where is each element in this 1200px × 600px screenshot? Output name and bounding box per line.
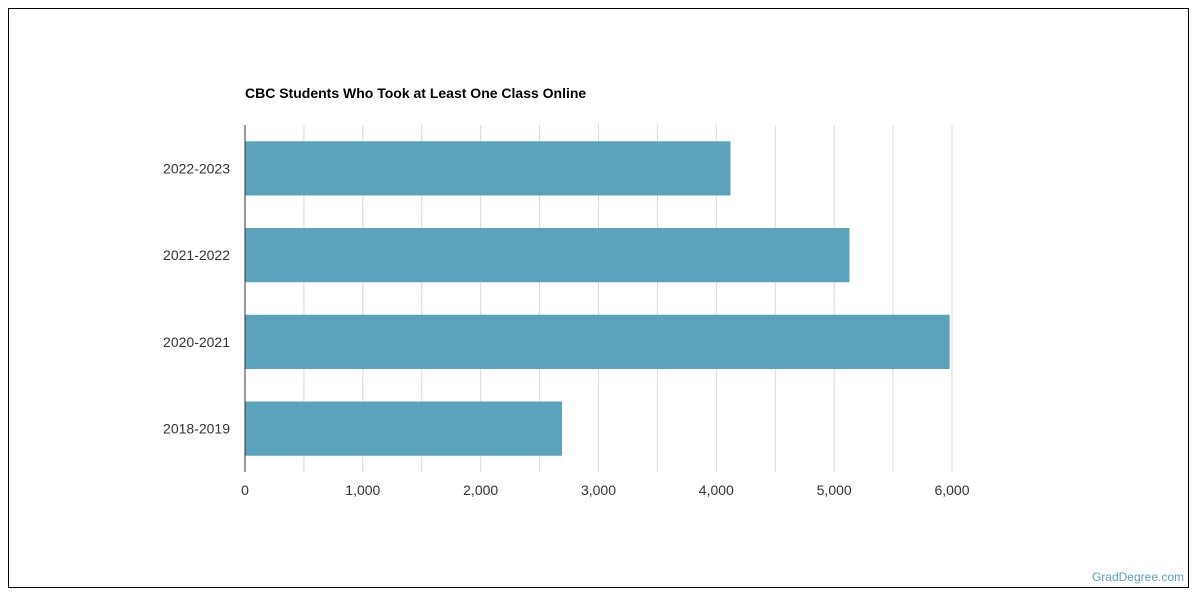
x-tick-label: 0 <box>241 482 249 498</box>
bar-2018-2019 <box>245 401 562 456</box>
x-tick-labels: 0 1,000 2,000 3,000 4,000 5,000 6,000 <box>241 482 970 498</box>
x-tick-label: 6,000 <box>934 482 969 498</box>
x-tick-label: 1,000 <box>345 482 380 498</box>
category-label: 2018-2019 <box>163 421 230 437</box>
bar-2020-2021 <box>245 314 950 369</box>
watermark[interactable]: GradDegree.com <box>1091 570 1184 584</box>
bar-2021-2022 <box>245 228 850 283</box>
chart-title: CBC Students Who Took at Least One Class… <box>245 85 587 101</box>
x-tick-label: 3,000 <box>581 482 616 498</box>
x-tick-label: 4,000 <box>699 482 734 498</box>
category-labels: 2022-2023 2021-2022 2020-2021 2018-2019 <box>163 160 230 436</box>
x-tick-label: 2,000 <box>463 482 498 498</box>
bar-2022-2023 <box>245 141 731 196</box>
category-label: 2022-2023 <box>163 160 230 176</box>
chart-frame <box>8 8 1189 588</box>
x-tick-label: 5,000 <box>817 482 852 498</box>
category-label: 2021-2022 <box>163 247 230 263</box>
bars <box>245 141 950 456</box>
category-label: 2020-2021 <box>163 334 230 350</box>
